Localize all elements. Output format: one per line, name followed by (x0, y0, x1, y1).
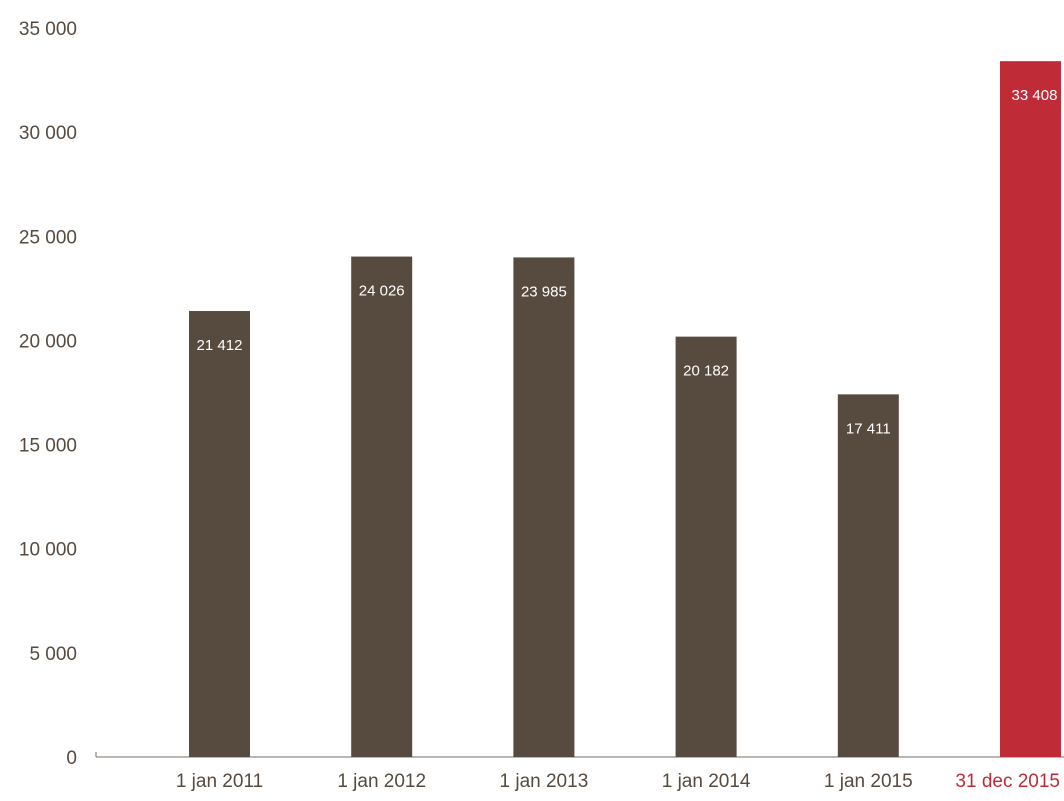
y-tick-label: 5 000 (29, 644, 77, 665)
y-tick-label: 10 000 (19, 540, 77, 561)
data-label: 20 182 (683, 363, 729, 380)
data-label: 17 411 (846, 420, 891, 437)
x-tick-label: 31 dec 2015 (955, 771, 1060, 792)
data-label: 33 408 (1012, 87, 1058, 104)
bar (675, 336, 737, 757)
x-tick-label: 1 jan 2011 (176, 771, 263, 792)
bar (513, 257, 575, 757)
bars-group (189, 61, 1061, 758)
x-tick-label: 1 jan 2014 (662, 771, 751, 792)
bar (837, 394, 899, 757)
bar (1000, 61, 1061, 758)
x-axis-category-labels: 1 jan 2011 1 jan 2012 1 jan 2013 1 jan 2014… (176, 771, 1060, 792)
x-tick-label: 1 jan 2015 (824, 771, 913, 792)
y-tick-label: 25 000 (19, 227, 77, 248)
y-tick-label: 0 (66, 748, 77, 769)
bar (351, 256, 413, 757)
y-tick-label: 15 000 (19, 436, 77, 457)
data-labels-group: 21 412 24 026 23 985 20 182 17 411 33 408 (197, 87, 1058, 437)
y-tick-label: 35 000 (19, 19, 77, 40)
y-tick-label: 30 000 (19, 123, 77, 144)
data-label: 23 985 (521, 283, 567, 300)
y-tick-label: 20 000 (19, 331, 77, 352)
x-tick-label: 1 jan 2013 (500, 771, 589, 792)
y-axis-tick-labels: 0 5 000 10 000 15 000 20 000 25 000 30 000 35 0… (19, 19, 77, 769)
bar (189, 311, 250, 757)
data-label: 24 026 (359, 283, 405, 300)
x-tick-label: 1 jan 2012 (337, 771, 426, 792)
data-label: 21 412 (197, 337, 243, 354)
